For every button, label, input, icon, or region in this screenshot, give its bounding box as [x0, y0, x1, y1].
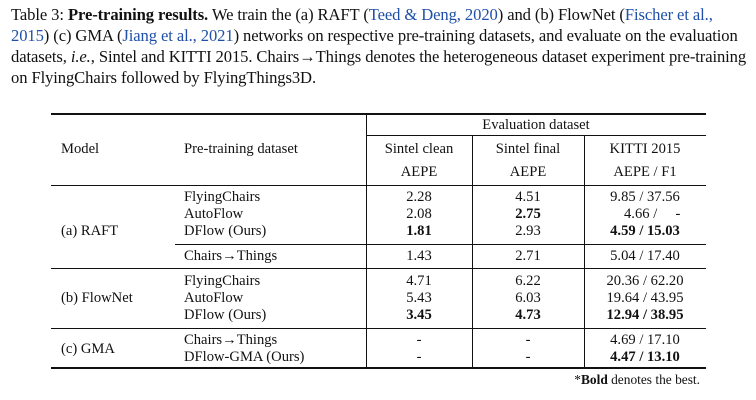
- caption-text: ) networks on respective pre-training da…: [11, 26, 738, 66]
- group-flownet: (b) FlowNet: [61, 290, 133, 306]
- table-cell-dataset: Chairs→Things: [184, 248, 278, 264]
- group-rule: [51, 328, 706, 329]
- table-cell-value-best: 2.75: [515, 206, 541, 222]
- table-cell-value: 4.51: [515, 189, 541, 205]
- metric-label: AEPE: [400, 164, 438, 180]
- table-cell-value: 6.03: [515, 290, 541, 306]
- group-rule: [51, 268, 706, 269]
- table-caption: Table 3: Pre-training results. We train …: [11, 4, 749, 88]
- citation-link[interactable]: Jiang et al., 2021: [122, 26, 234, 45]
- table-cell-value: 20.36 / 62.20: [606, 273, 684, 289]
- header-sintel-clean: Sintel clean: [384, 141, 454, 157]
- mid-rule: [175, 244, 706, 245]
- caption-title: Pre-training results.: [67, 5, 209, 24]
- table-cell-value-best: 4.47 / 13.10: [610, 349, 680, 365]
- table-cell-value: 5.04 / 17.40: [610, 248, 680, 264]
- column-separator: [472, 136, 473, 367]
- table-cell-value-best: 4.73: [515, 307, 541, 323]
- table-cell-dataset: DFlow (Ours): [184, 223, 267, 239]
- table-cell-value: 1.43: [406, 248, 432, 264]
- table-cell-value: -: [525, 349, 531, 365]
- table-cell-value: 4.69 / 17.10: [610, 332, 680, 348]
- table-cell-value: 4.66 / -: [624, 206, 681, 222]
- metric-label: AEPE: [509, 164, 547, 180]
- table-cell-value: -: [416, 332, 422, 348]
- table-cell-dataset: FlyingChairs: [184, 273, 261, 289]
- table-cell-value: -: [525, 332, 531, 348]
- table-cell-value: 2.08: [406, 206, 432, 222]
- table-cell-value-best: 1.81: [406, 223, 432, 239]
- metric-label: AEPE / F1: [613, 164, 677, 180]
- citation-link[interactable]: Fischer et al., 2015: [11, 5, 713, 45]
- caption-text: , Sintel and KITTI 2015. Chairs→Things d…: [11, 47, 747, 87]
- table-cell-value: 5.43: [406, 290, 432, 306]
- table-cell-value-best: 4.59 / 15.03: [610, 223, 680, 239]
- table-cell-value: 6.22: [515, 273, 541, 289]
- table-cell-value: 9.85 / 37.56: [610, 189, 680, 205]
- header-sintel-final: Sintel final: [495, 141, 561, 157]
- table-cell-dataset: Chairs→Things: [184, 332, 278, 348]
- table-cell-dataset: AutoFlow: [184, 290, 244, 306]
- table-cell-value: 4.71: [406, 273, 432, 289]
- caption-text: We train the (a) RAFT (: [211, 5, 369, 24]
- caption-italic: i.e.: [70, 47, 91, 66]
- eval-cmidrule: [366, 135, 706, 136]
- table-cell-value-best: 12.94 / 38.95: [606, 307, 684, 323]
- header-model: Model: [61, 141, 100, 157]
- column-separator: [366, 113, 367, 367]
- table-cell-value: 2.71: [515, 248, 541, 264]
- caption-label: Table 3:: [11, 5, 64, 24]
- citation-link[interactable]: Teed & Deng, 2020: [368, 5, 498, 24]
- header-rule: [51, 185, 706, 186]
- caption-text: ) (c) GMA (: [43, 26, 123, 45]
- table-cell-dataset: DFlow (Ours): [184, 307, 267, 323]
- caption-text: ) and (b) FlowNet (: [497, 5, 625, 24]
- table-footnote: *Bold denotes the best.: [574, 372, 700, 387]
- table-cell-value: -: [416, 349, 422, 365]
- header-kitti: KITTI 2015: [609, 141, 681, 157]
- table-cell-dataset: FlyingChairs: [184, 189, 261, 205]
- top-rule: [51, 113, 706, 115]
- table-cell-dataset: DFlow-GMA (Ours): [184, 349, 305, 365]
- table-cell-value: 2.28: [406, 189, 432, 205]
- header-evaluation: Evaluation dataset: [482, 117, 590, 133]
- table-cell-value: 2.93: [515, 223, 541, 239]
- table-cell-value-best: 3.45: [406, 307, 432, 323]
- bottom-rule: [51, 367, 706, 369]
- group-raft: (a) RAFT: [61, 223, 119, 239]
- header-pretraining: Pre-training dataset: [184, 141, 298, 157]
- table-cell-dataset: AutoFlow: [184, 206, 244, 222]
- column-separator: [584, 136, 585, 367]
- group-gma: (c) GMA: [61, 341, 115, 357]
- table-cell-value: 19.64 / 43.95: [606, 290, 684, 306]
